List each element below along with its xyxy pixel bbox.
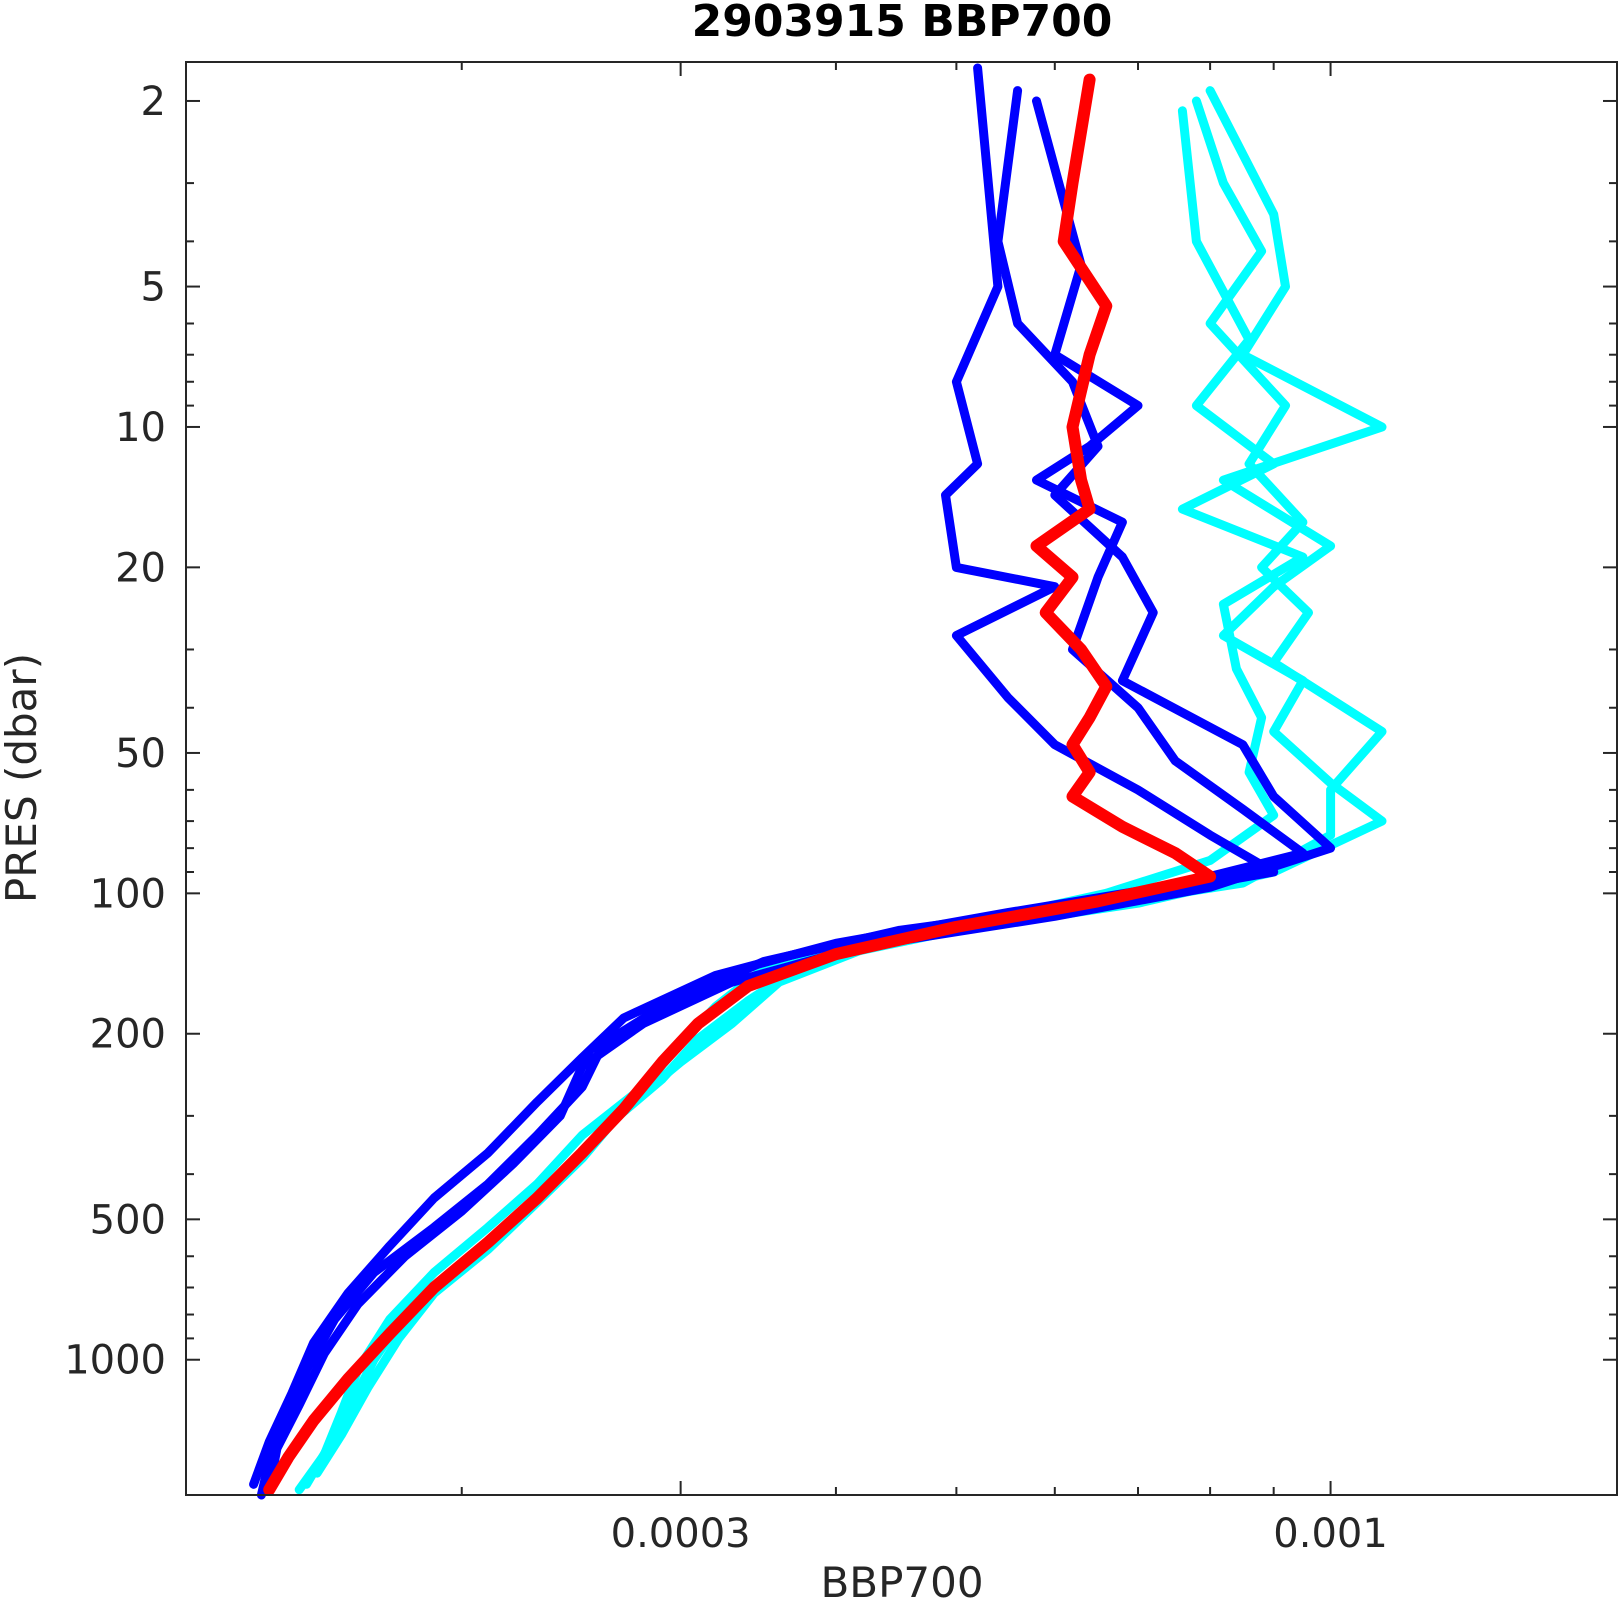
chart-title: 2903915 BBP700 bbox=[692, 0, 1113, 47]
y-tick-label: 100 bbox=[90, 871, 166, 917]
y-tick-label: 2 bbox=[141, 79, 166, 125]
y-tick-label: 200 bbox=[90, 1012, 166, 1058]
x-axis-label: BBP700 bbox=[820, 1558, 983, 1607]
y-tick-label: 5 bbox=[141, 265, 166, 311]
series-line-7 bbox=[263, 73, 1217, 1496]
y-tick-label: 50 bbox=[115, 731, 166, 777]
y-tick-label: 1000 bbox=[64, 1338, 166, 1384]
series-line-4 bbox=[256, 63, 1279, 1500]
plot-frame bbox=[185, 61, 1618, 1496]
tick-layer: 0.0003 0.001 2 5 10 20 50 100 200 500 1000 bbox=[64, 62, 1617, 1557]
x-tick-label: 0.0003 bbox=[611, 1511, 751, 1557]
series-layer bbox=[249, 63, 1387, 1500]
y-tick-label: 20 bbox=[115, 545, 166, 591]
y-tick-label: 500 bbox=[90, 1197, 166, 1243]
series-line-2 bbox=[302, 86, 1387, 1489]
y-axis-label: PRES (dbar) bbox=[0, 653, 46, 903]
x-tick-label: 0.001 bbox=[1273, 1511, 1388, 1557]
y-tick-label: 10 bbox=[115, 405, 166, 451]
